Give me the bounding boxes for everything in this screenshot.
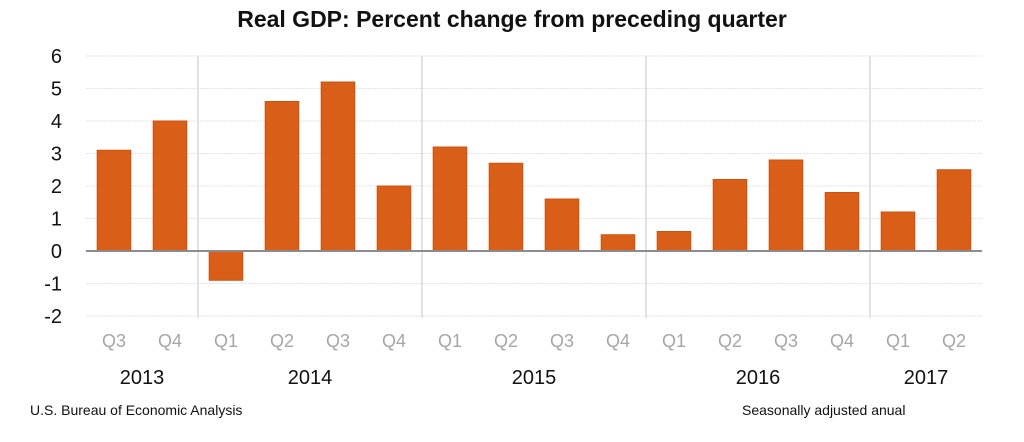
bar	[544, 198, 580, 252]
bars	[96, 81, 972, 281]
gridlines	[86, 55, 982, 317]
bar	[488, 162, 524, 252]
bar	[712, 179, 748, 252]
x-tick-label: Q2	[942, 331, 966, 351]
y-axis-ticks: 6 5 4 3 2 1 0 -1 -2	[44, 46, 62, 328]
y-tick-label: 5	[51, 79, 62, 101]
bar	[376, 185, 412, 252]
year-label: 2017	[904, 367, 949, 389]
bar	[824, 192, 860, 252]
y-tick-label: 1	[51, 209, 62, 231]
bar	[936, 169, 972, 252]
y-tick-label: -2	[44, 306, 62, 328]
year-label: 2014	[288, 367, 333, 389]
bar	[656, 231, 692, 252]
year-labels: 2013 2014 2015 2016 2017	[120, 367, 949, 389]
x-tick-label: Q4	[158, 331, 182, 351]
y-tick-label: 2	[51, 176, 62, 198]
x-tick-label: Q2	[718, 331, 742, 351]
bar-chart: 6 5 4 3 2 1 0 -1 -2 Q3 Q4 Q1 Q2 Q3 Q4 Q1 Q2 Q3 Q4 Q1 Q2 Q3 Q4…	[44, 46, 982, 389]
bar	[264, 101, 300, 252]
y-tick-label: 4	[51, 111, 62, 133]
x-tick-label: Q1	[886, 331, 910, 351]
x-tick-label: Q1	[214, 331, 238, 351]
x-tick-label: Q4	[382, 331, 406, 351]
x-tick-label: Q1	[662, 331, 686, 351]
bar	[768, 159, 804, 252]
x-tick-label: Q3	[326, 331, 350, 351]
bar	[880, 211, 916, 252]
source-note: U.S. Bureau of Economic Analysis	[30, 402, 243, 418]
year-separators	[197, 56, 871, 318]
y-tick-label: 0	[51, 241, 62, 263]
x-tick-label: Q4	[830, 331, 854, 351]
x-tick-label: Q3	[774, 331, 798, 351]
year-label: 2016	[736, 367, 781, 389]
x-tick-label: Q2	[494, 331, 518, 351]
x-tick-label: Q1	[438, 331, 462, 351]
bar	[152, 120, 188, 252]
y-tick-label: -1	[44, 274, 62, 296]
y-tick-label: 6	[51, 46, 62, 68]
bar	[96, 149, 132, 252]
year-label: 2015	[512, 367, 557, 389]
bar	[432, 146, 468, 252]
x-tick-label: Q3	[550, 331, 574, 351]
y-tick-label: 3	[51, 144, 62, 166]
x-tick-label: Q3	[102, 331, 126, 351]
bar	[600, 234, 636, 252]
bar	[208, 250, 244, 281]
x-tick-label: Q2	[270, 331, 294, 351]
adjustment-note: Seasonally adjusted anual	[742, 402, 906, 418]
x-axis-ticks: Q3 Q4 Q1 Q2 Q3 Q4 Q1 Q2 Q3 Q4 Q1 Q2 Q3 Q4 Q1 Q2	[102, 331, 966, 351]
chart-title: Real GDP: Percent change from preceding …	[237, 6, 787, 32]
bar	[320, 81, 356, 252]
year-label: 2013	[120, 367, 165, 389]
x-tick-label: Q4	[606, 331, 630, 351]
